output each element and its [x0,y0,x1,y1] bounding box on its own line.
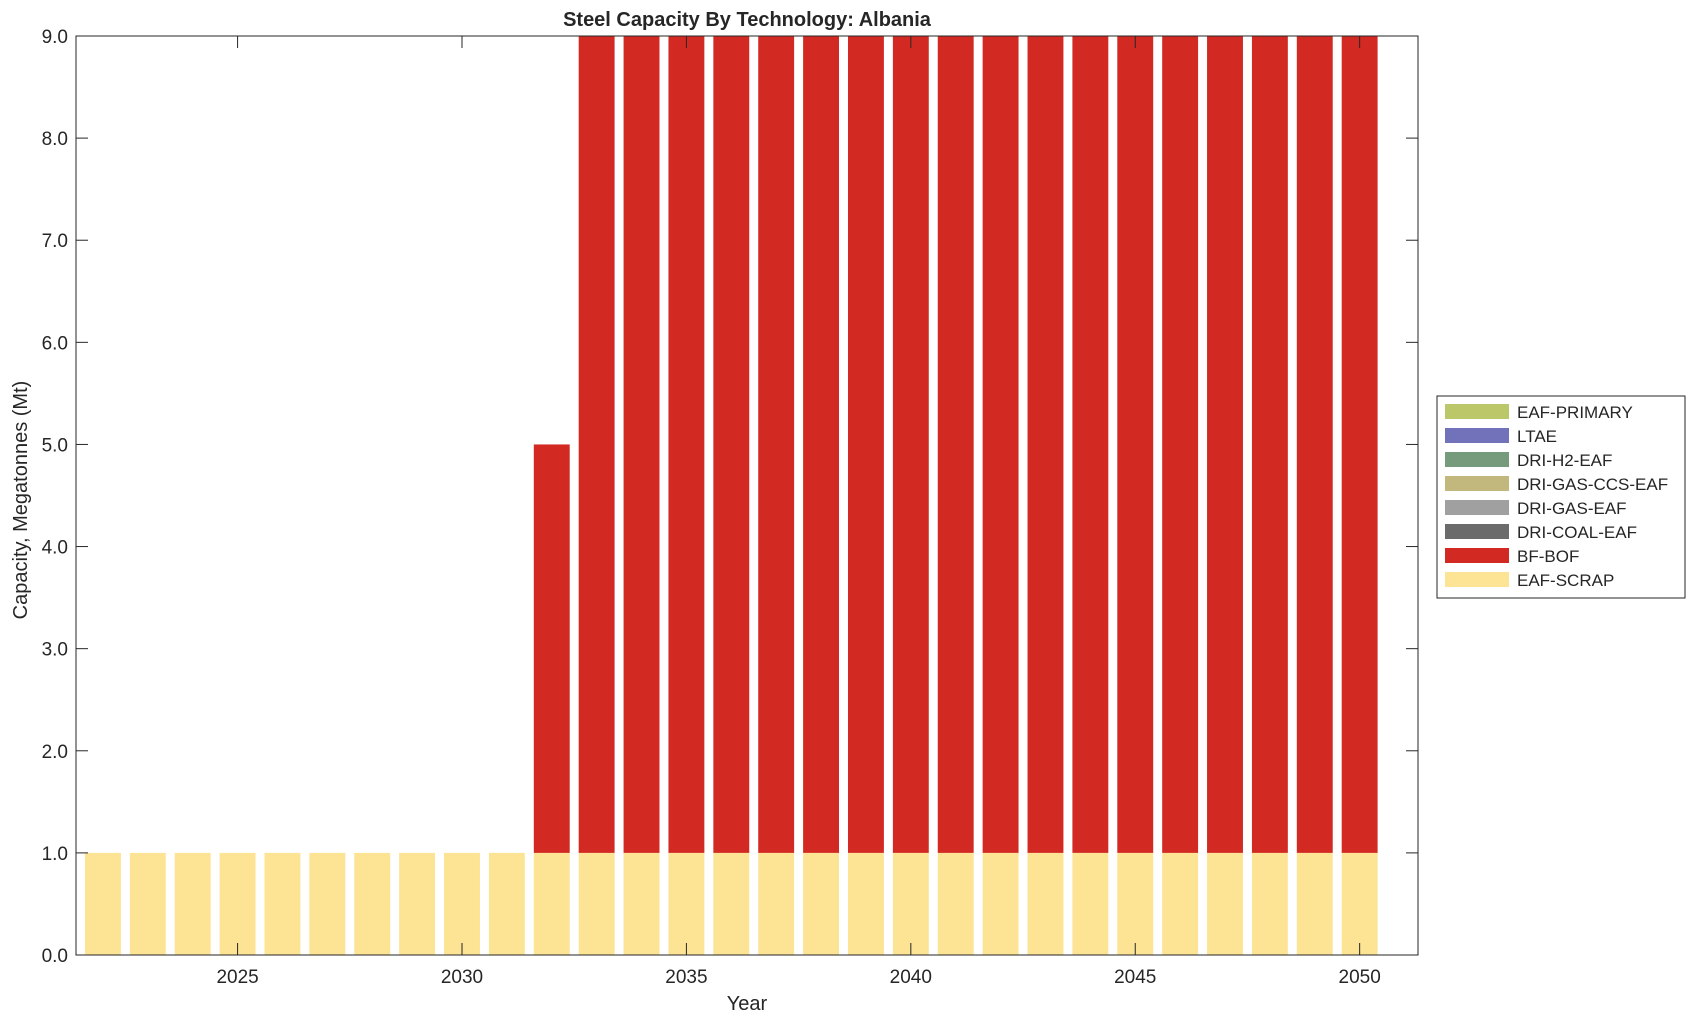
bar-eaf-scrap-2045 [1117,852,1154,955]
bar-bf-bof-2034 [623,36,660,853]
bar-eaf-scrap-2032 [533,852,570,955]
bar-eaf-scrap-2024 [174,852,211,955]
bar-eaf-scrap-2025 [219,852,256,955]
legend-swatch-eaf-primary [1445,404,1509,419]
bar-eaf-scrap-2023 [129,852,166,955]
bar-bf-bof-2041 [937,36,974,853]
bar-eaf-scrap-2026 [264,852,301,955]
bar-bf-bof-2040 [892,36,929,853]
legend-swatch-dri-h2-eaf [1445,452,1509,467]
x-tick-label: 2045 [1114,967,1156,988]
legend-label-eaf-scrap: EAF-SCRAP [1517,571,1614,590]
x-tick-label: 2050 [1339,967,1381,988]
x-axis-label: Year [727,993,768,1015]
bar-eaf-scrap-2038 [803,852,840,955]
x-tick-label: 2025 [216,967,258,988]
bar-eaf-scrap-2029 [399,852,436,955]
bar-bf-bof-2044 [1072,36,1109,853]
legend-swatch-dri-gas-eaf [1445,500,1509,515]
bar-bf-bof-2039 [847,36,884,853]
bar-eaf-scrap-2040 [892,852,929,955]
bar-eaf-scrap-2049 [1296,852,1333,955]
y-tick-label: 5.0 [42,435,68,456]
y-tick-label: 7.0 [42,231,68,252]
bar-bf-bof-2046 [1162,36,1199,853]
legend-swatch-eaf-scrap [1445,572,1509,587]
bar-eaf-scrap-2031 [488,852,525,955]
y-tick-label: 4.0 [42,538,68,559]
legend-label-dri-gas-ccs-eaf: DRI-GAS-CCS-EAF [1517,475,1668,494]
y-tick-label: 6.0 [42,333,68,354]
bar-bf-bof-2036 [713,36,750,853]
bar-eaf-scrap-2050 [1341,852,1378,955]
legend-label-dri-coal-eaf: DRI-COAL-EAF [1517,523,1637,542]
bar-eaf-scrap-2042 [982,852,1019,955]
bar-eaf-scrap-2046 [1162,852,1199,955]
bar-eaf-scrap-2044 [1072,852,1109,955]
y-axis-label: Capacity, Megatonnes (Mt) [10,381,32,620]
legend-box [1436,395,1686,599]
legend-swatch-dri-coal-eaf [1445,524,1509,539]
bar-bf-bof-2045 [1117,36,1154,853]
legend-swatch-bf-bof [1445,548,1509,563]
bar-eaf-scrap-2033 [578,852,615,955]
axes-layer: 0.0 1.0 2.0 3.0 4.0 5.0 6.0 7.0 8.0 9.0 2025 2030 20… [42,27,1419,988]
bar-eaf-scrap-2047 [1207,852,1243,955]
y-tick-label: 0.0 [42,946,68,967]
chart-title: Steel Capacity By Technology: Albania [563,9,932,31]
bar-bf-bof-2033 [578,36,615,853]
bar-bf-bof-2032 [533,444,570,853]
plot-area-frame [75,35,1419,956]
bar-eaf-scrap-2034 [623,852,660,955]
legend-swatch-dri-gas-ccs-eaf [1445,476,1509,491]
bar-eaf-scrap-2036 [713,852,750,955]
bar-bf-bof-2042 [982,36,1019,853]
bar-bf-bof-2050 [1341,36,1378,853]
bar-bf-bof-2047 [1207,36,1243,853]
y-tick-label: 9.0 [42,27,68,48]
legend-label-dri-gas-eaf: DRI-GAS-EAF [1517,499,1627,518]
bar-eaf-scrap-2043 [1027,852,1064,955]
bar-eaf-scrap-2041 [937,852,974,955]
x-tick-label: 2040 [890,967,932,988]
legend-swatch-ltae [1445,428,1509,443]
y-tick-label: 8.0 [42,129,68,150]
bar-eaf-scrap-2022 [84,852,121,955]
bars-layer [84,36,1378,955]
legend-label-ltae: LTAE [1517,427,1557,446]
bar-eaf-scrap-2039 [847,852,884,955]
bar-eaf-scrap-2028 [354,852,391,955]
legend: EAF-PRIMARY LTAE DRI-H2-EAF DRI-GAS-CCS-EAF… [1436,395,1686,599]
y-tick-label: 2.0 [42,742,68,763]
x-tick-label: 2035 [665,967,707,988]
bar-bf-bof-2037 [758,36,795,853]
bar-eaf-scrap-2037 [758,852,795,955]
bar-eaf-scrap-2030 [444,852,480,955]
bar-eaf-scrap-2027 [309,852,346,955]
bar-bf-bof-2043 [1027,36,1064,853]
bar-bf-bof-2035 [668,36,705,853]
bar-bf-bof-2049 [1296,36,1333,853]
legend-label-dri-h2-eaf: DRI-H2-EAF [1517,451,1612,470]
y-tick-label: 1.0 [42,844,68,865]
bar-eaf-scrap-2048 [1251,852,1288,955]
x-tick-label: 2030 [441,967,483,988]
legend-label-eaf-primary: EAF-PRIMARY [1517,403,1633,422]
y-tick-label: 3.0 [42,640,68,661]
bar-eaf-scrap-2035 [668,852,705,955]
bar-bf-bof-2038 [803,36,840,853]
bar-bf-bof-2048 [1251,36,1288,853]
legend-label-bf-bof: BF-BOF [1517,547,1579,566]
